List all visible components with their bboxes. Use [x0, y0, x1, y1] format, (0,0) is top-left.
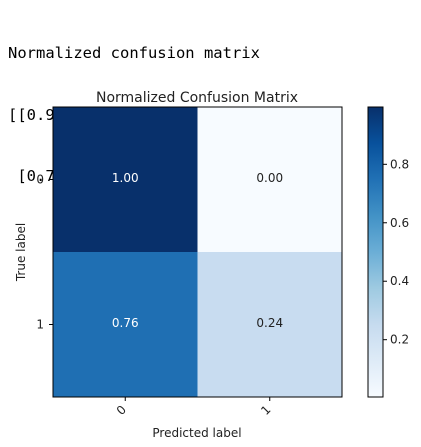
y-tick-label: 0 — [36, 173, 44, 187]
heatmap-cell — [197, 252, 342, 397]
cell-value-label: 1.00 — [112, 171, 139, 185]
chart-title: Normalized Confusion Matrix — [96, 90, 298, 106]
console-line: Normalized confusion matrix — [8, 44, 260, 62]
colorbar-ticks: 0.2 0.4 0.6 0.8 — [383, 157, 409, 347]
heatmap-cells — [53, 107, 342, 397]
x-axis-label: Predicted label — [152, 426, 241, 440]
cell-value-label: 0.24 — [256, 316, 283, 330]
colorbar — [367, 106, 384, 398]
cell-value-label: 0.76 — [112, 316, 139, 330]
heatmap-cell — [53, 252, 198, 397]
heatmap-cell — [197, 107, 342, 252]
heatmap-cell — [53, 107, 198, 252]
colorbar-tick-label: 0.4 — [390, 274, 409, 288]
colorbar-tick-label: 0.6 — [390, 216, 409, 230]
cell-annotations: 1.00 0.00 0.76 0.24 — [112, 171, 283, 330]
colorbar-tick-label: 0.2 — [390, 333, 409, 347]
cell-value-label: 0.00 — [256, 171, 283, 185]
colorbar-tick-label: 0.8 — [390, 157, 409, 171]
x-tick-label: 0 — [114, 403, 129, 418]
y-axis-ticks: 01 — [36, 173, 53, 332]
plot-frame — [52, 106, 343, 398]
y-tick-label: 1 — [36, 318, 44, 332]
y-axis-label: True label — [14, 223, 28, 282]
x-tick-label: 1 — [258, 403, 273, 418]
